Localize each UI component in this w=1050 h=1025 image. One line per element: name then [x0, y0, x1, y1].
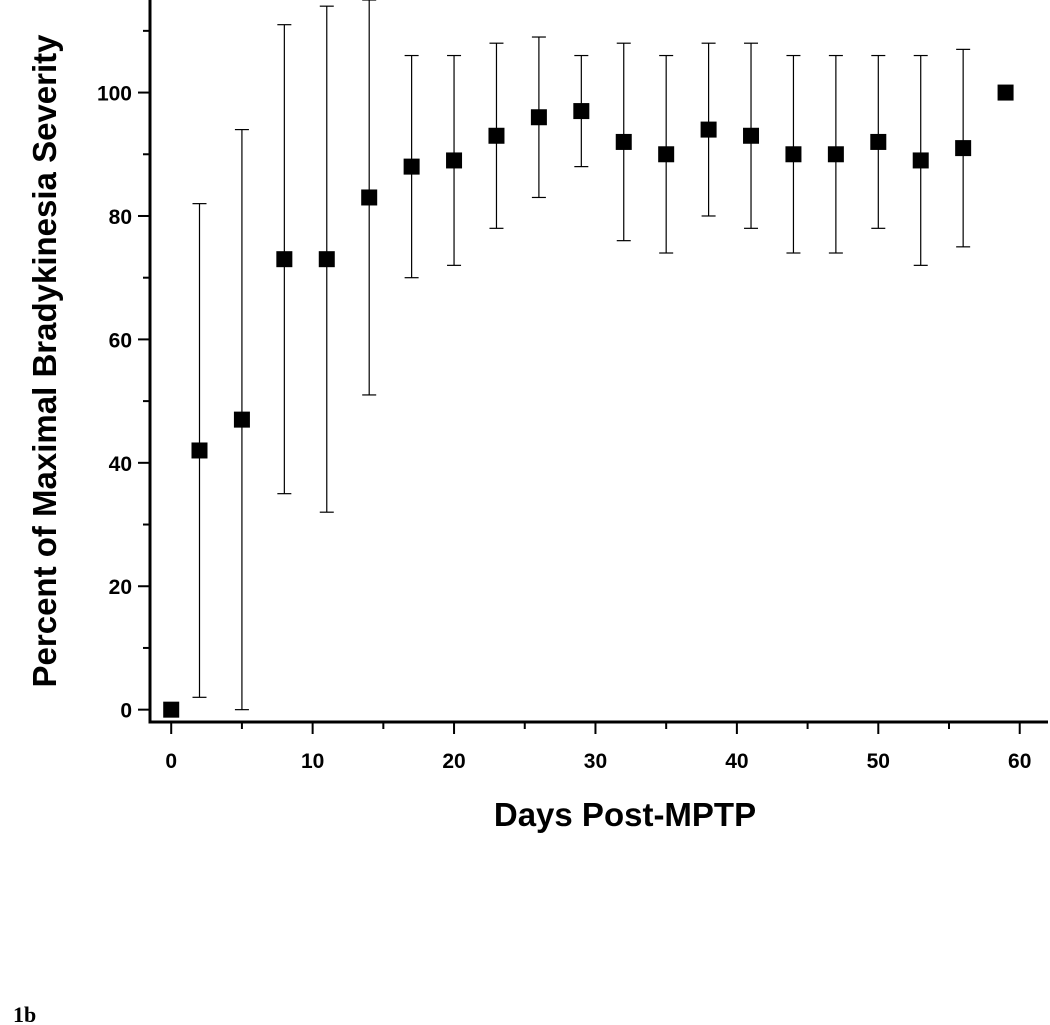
- x-tick-label: 60: [1008, 750, 1031, 773]
- x-tick-label: 0: [165, 750, 177, 773]
- axes: 0 10 20 30 40 50 60 0 20 40 60 80 100: [97, 0, 1048, 773]
- data-point: [403, 158, 420, 175]
- y-tick-label: 20: [109, 576, 132, 599]
- figure-label: 1b: [13, 1002, 36, 1025]
- x-tick-label: 40: [725, 750, 748, 773]
- x-tick-label: 30: [584, 750, 607, 773]
- data-point: [163, 701, 180, 718]
- data-point: [743, 127, 760, 144]
- data-point: [658, 146, 675, 163]
- y-tick-label: 60: [109, 329, 132, 352]
- data-point: [233, 411, 250, 428]
- x-tick-label: 10: [301, 750, 324, 773]
- data-point: [997, 84, 1014, 101]
- data-point: [870, 133, 887, 150]
- x-tick-label: 50: [867, 750, 890, 773]
- data-point: [446, 152, 463, 169]
- x-axis-title: Days Post-MPTP: [494, 796, 756, 833]
- data-markers: [163, 84, 1014, 718]
- y-tick-label: 80: [109, 206, 132, 229]
- data-point: [191, 442, 208, 459]
- data-point: [530, 109, 547, 126]
- y-tick-label: 100: [97, 83, 132, 106]
- data-point: [615, 133, 632, 150]
- data-point: [785, 146, 802, 163]
- y-tick-label: 0: [120, 700, 132, 723]
- x-tick-label: 20: [442, 750, 465, 773]
- data-point: [955, 140, 972, 157]
- data-point: [488, 127, 505, 144]
- data-point: [361, 189, 378, 206]
- data-point: [912, 152, 929, 169]
- y-axis-title: Percent of Maximal Bradykinesia Severity: [26, 34, 63, 688]
- data-point: [573, 103, 590, 120]
- data-point: [276, 251, 293, 268]
- y-tick-label: 40: [109, 453, 132, 476]
- data-point: [827, 146, 844, 163]
- data-point: [700, 121, 717, 138]
- data-point: [318, 251, 335, 268]
